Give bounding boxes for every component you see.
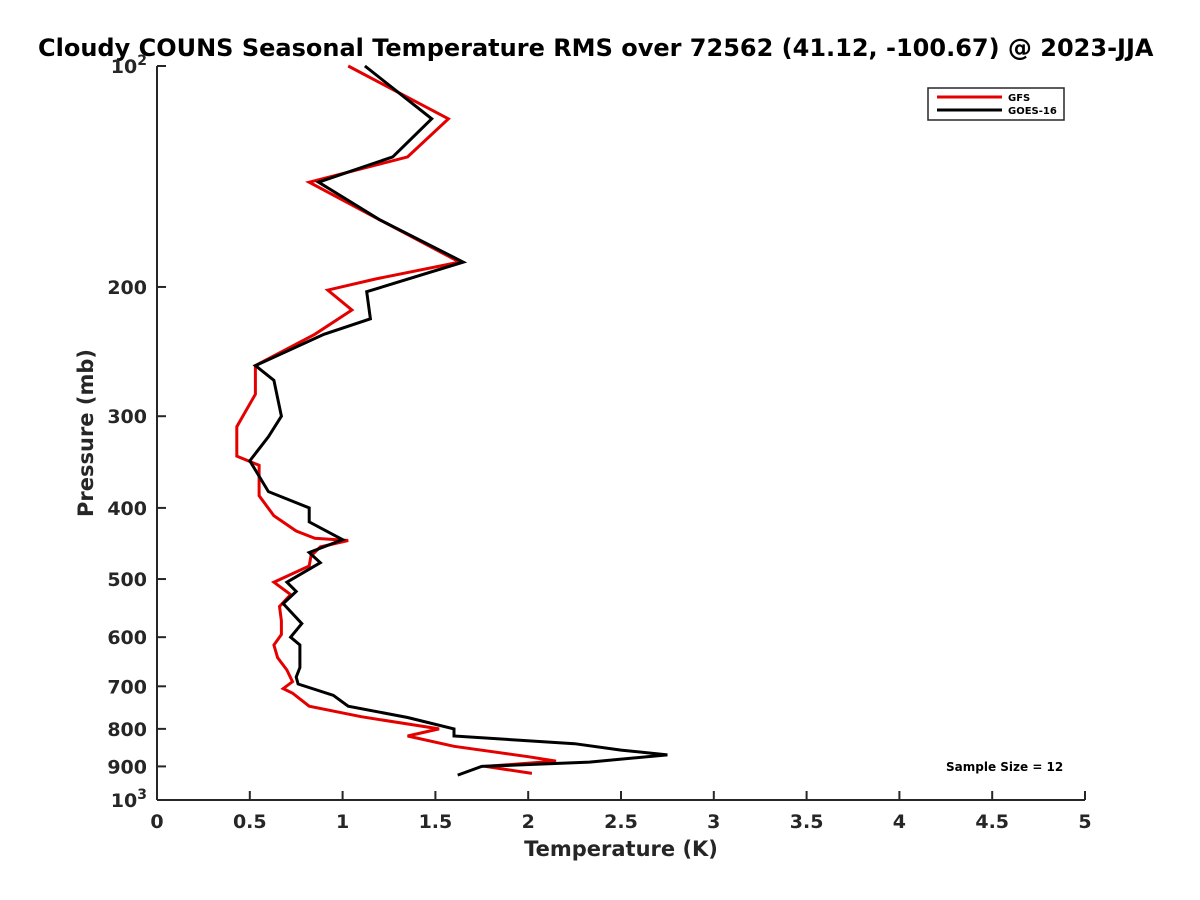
y-tick-label: 800 xyxy=(107,719,147,741)
series-line-goes-16 xyxy=(247,64,668,777)
x-tick-label: 4.5 xyxy=(975,811,1009,833)
legend-label-gfs: GFS xyxy=(1008,93,1030,104)
y-tick-label: 300 xyxy=(107,406,147,428)
x-tick-label: 2 xyxy=(522,811,535,833)
series-line-gfs xyxy=(235,64,557,775)
sample-size-annotation: Sample Size = 12 xyxy=(946,760,1063,774)
y-tick-label: 200 xyxy=(107,277,147,299)
y-ticks: 102 200 300 400 500 600 700 800 900 103 xyxy=(107,53,166,812)
x-tick-label: 2.5 xyxy=(604,811,638,833)
y-tick-label: 102 xyxy=(111,53,147,78)
legend-box xyxy=(927,87,1065,121)
axes-layer xyxy=(156,66,1085,801)
x-tick-label: 1 xyxy=(336,811,349,833)
x-tick-label: 0 xyxy=(150,811,163,833)
x-ticks: 0 0.5 1 1.5 2 2.5 3 3.5 4 4.5 5 xyxy=(150,791,1092,833)
legend-label-goes: GOES-16 xyxy=(1008,106,1057,117)
x-tick-label: 5 xyxy=(1078,811,1091,833)
series-layer xyxy=(235,64,668,777)
y-tick-label: 700 xyxy=(107,676,147,698)
y-tick-label: 600 xyxy=(107,627,147,649)
y-tick-label: 400 xyxy=(107,498,147,520)
y-tick-label: 500 xyxy=(107,569,147,591)
x-axis-label: Temperature (K) xyxy=(524,837,718,861)
y-tick-label: 103 xyxy=(111,787,147,812)
x-tick-label: 3 xyxy=(707,811,720,833)
x-tick-label: 1.5 xyxy=(419,811,453,833)
legend: GFS GOES-16 xyxy=(927,87,1065,121)
x-tick-label: 0.5 xyxy=(233,811,267,833)
chart-title: Cloudy COUNS Seasonal Temperature RMS ov… xyxy=(38,34,1154,62)
x-tick-label: 4 xyxy=(893,811,906,833)
y-axis-label: Pressure (mb) xyxy=(74,349,98,517)
x-tick-label: 3.5 xyxy=(790,811,824,833)
y-tick-label: 900 xyxy=(107,756,147,778)
